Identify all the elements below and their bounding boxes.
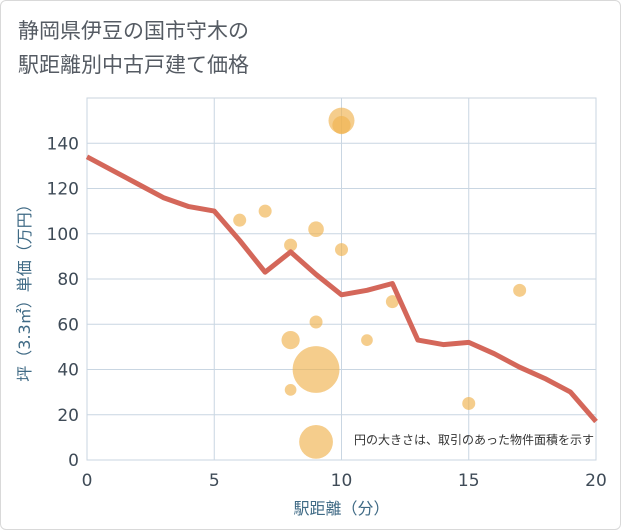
data-point	[332, 116, 351, 135]
y-tick-label: 40	[57, 361, 79, 381]
data-point	[281, 330, 300, 350]
data-point	[309, 315, 323, 329]
trend-line	[85, 154, 598, 424]
bubble-layer	[233, 107, 527, 459]
y-tick-label: 140	[47, 134, 79, 154]
y-tick-label: 60	[57, 315, 79, 335]
x-axis-label: 駅距離（分）	[293, 499, 389, 518]
data-point	[292, 346, 340, 393]
data-point	[258, 204, 272, 218]
data-point	[361, 334, 373, 346]
grid-lines	[86, 98, 597, 461]
y-tick-label: 120	[47, 180, 79, 200]
data-point	[513, 283, 527, 297]
x-tick-label: 0	[82, 471, 93, 491]
data-point	[335, 243, 348, 257]
x-tick-label: 20	[585, 471, 607, 491]
data-point	[284, 238, 298, 252]
data-point	[284, 384, 297, 396]
y-axis-label: 坪（3.3㎡）単価（万円）	[15, 196, 34, 381]
x-tick-label: 5	[209, 471, 220, 491]
data-point	[385, 295, 399, 309]
title-line-2: 駅距離別中古戸建て価格	[18, 53, 249, 77]
y-axis-ticks: 0 20 40 60 80 100 120 140	[47, 134, 79, 471]
data-point	[233, 213, 247, 227]
x-axis-ticks: 0 5 10 15 20	[82, 471, 607, 491]
size-note: 円の大きさは、取引のあった物件面積を示す	[354, 432, 594, 447]
y-tick-label: 0	[68, 451, 79, 471]
x-tick-label: 15	[458, 471, 480, 491]
y-tick-label: 100	[47, 225, 79, 245]
title-line-1: 静岡県伊豆の国市守木の	[18, 19, 249, 43]
data-point	[462, 396, 476, 410]
data-point	[308, 221, 324, 238]
y-tick-label: 80	[57, 270, 79, 290]
x-tick-label: 10	[331, 471, 353, 491]
y-tick-label: 20	[57, 406, 79, 426]
data-point	[299, 425, 333, 459]
chart-title: 静岡県伊豆の国市守木の 駅距離別中古戸建て価格	[18, 14, 249, 82]
